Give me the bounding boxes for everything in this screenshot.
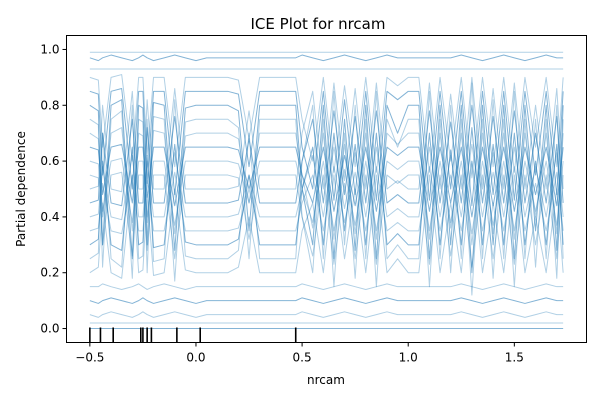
rug-layer xyxy=(89,327,297,343)
x-tick-label: 1.5 xyxy=(505,351,524,365)
ice-line-11 xyxy=(89,127,564,246)
ice-line-13 xyxy=(89,143,564,218)
ice-line-5 xyxy=(89,283,564,290)
ice-line-3 xyxy=(89,311,564,318)
y-tick-label: 0.2 xyxy=(40,266,59,280)
ice-line-19 xyxy=(89,88,564,207)
ice-lines-layer xyxy=(89,51,564,330)
y-tick-label: 0.0 xyxy=(40,322,59,336)
ice-line-14 xyxy=(89,143,564,221)
x-axis-ticks: −0.5 0.0 0.5 1.0 1.5 xyxy=(75,342,524,365)
y-tick-label: 0.8 xyxy=(40,98,59,112)
x-tick-label: −0.5 xyxy=(75,351,104,365)
y-axis-ticks: 0.0 0.2 0.4 0.6 0.8 1.0 xyxy=(40,42,67,336)
y-axis-label: Partial dependence xyxy=(14,131,28,247)
ice-line-8 xyxy=(89,82,564,268)
ice-line-4 xyxy=(89,297,564,304)
ice-line-16 xyxy=(89,104,564,207)
x-tick-label: 0.5 xyxy=(293,351,312,365)
ice-line-18 xyxy=(89,76,564,193)
plot-frame xyxy=(66,35,587,343)
x-axis-label: nrcam xyxy=(307,373,345,387)
ice-line-7 xyxy=(89,99,564,274)
ice-line-22 xyxy=(89,54,564,62)
ice-line-9 xyxy=(89,110,564,296)
ice-line-17 xyxy=(89,171,564,268)
ice-line-15 xyxy=(89,157,564,235)
ice-line-10 xyxy=(89,127,564,251)
x-tick-label: 1.0 xyxy=(399,351,418,365)
y-tick-label: 0.6 xyxy=(40,154,59,168)
ice-line-20 xyxy=(89,74,564,179)
y-tick-label: 0.4 xyxy=(40,210,59,224)
y-tick-label: 1.0 xyxy=(40,42,59,56)
chart-title: ICE Plot for nrcam xyxy=(251,15,386,33)
x-tick-label: 0.0 xyxy=(186,351,205,365)
